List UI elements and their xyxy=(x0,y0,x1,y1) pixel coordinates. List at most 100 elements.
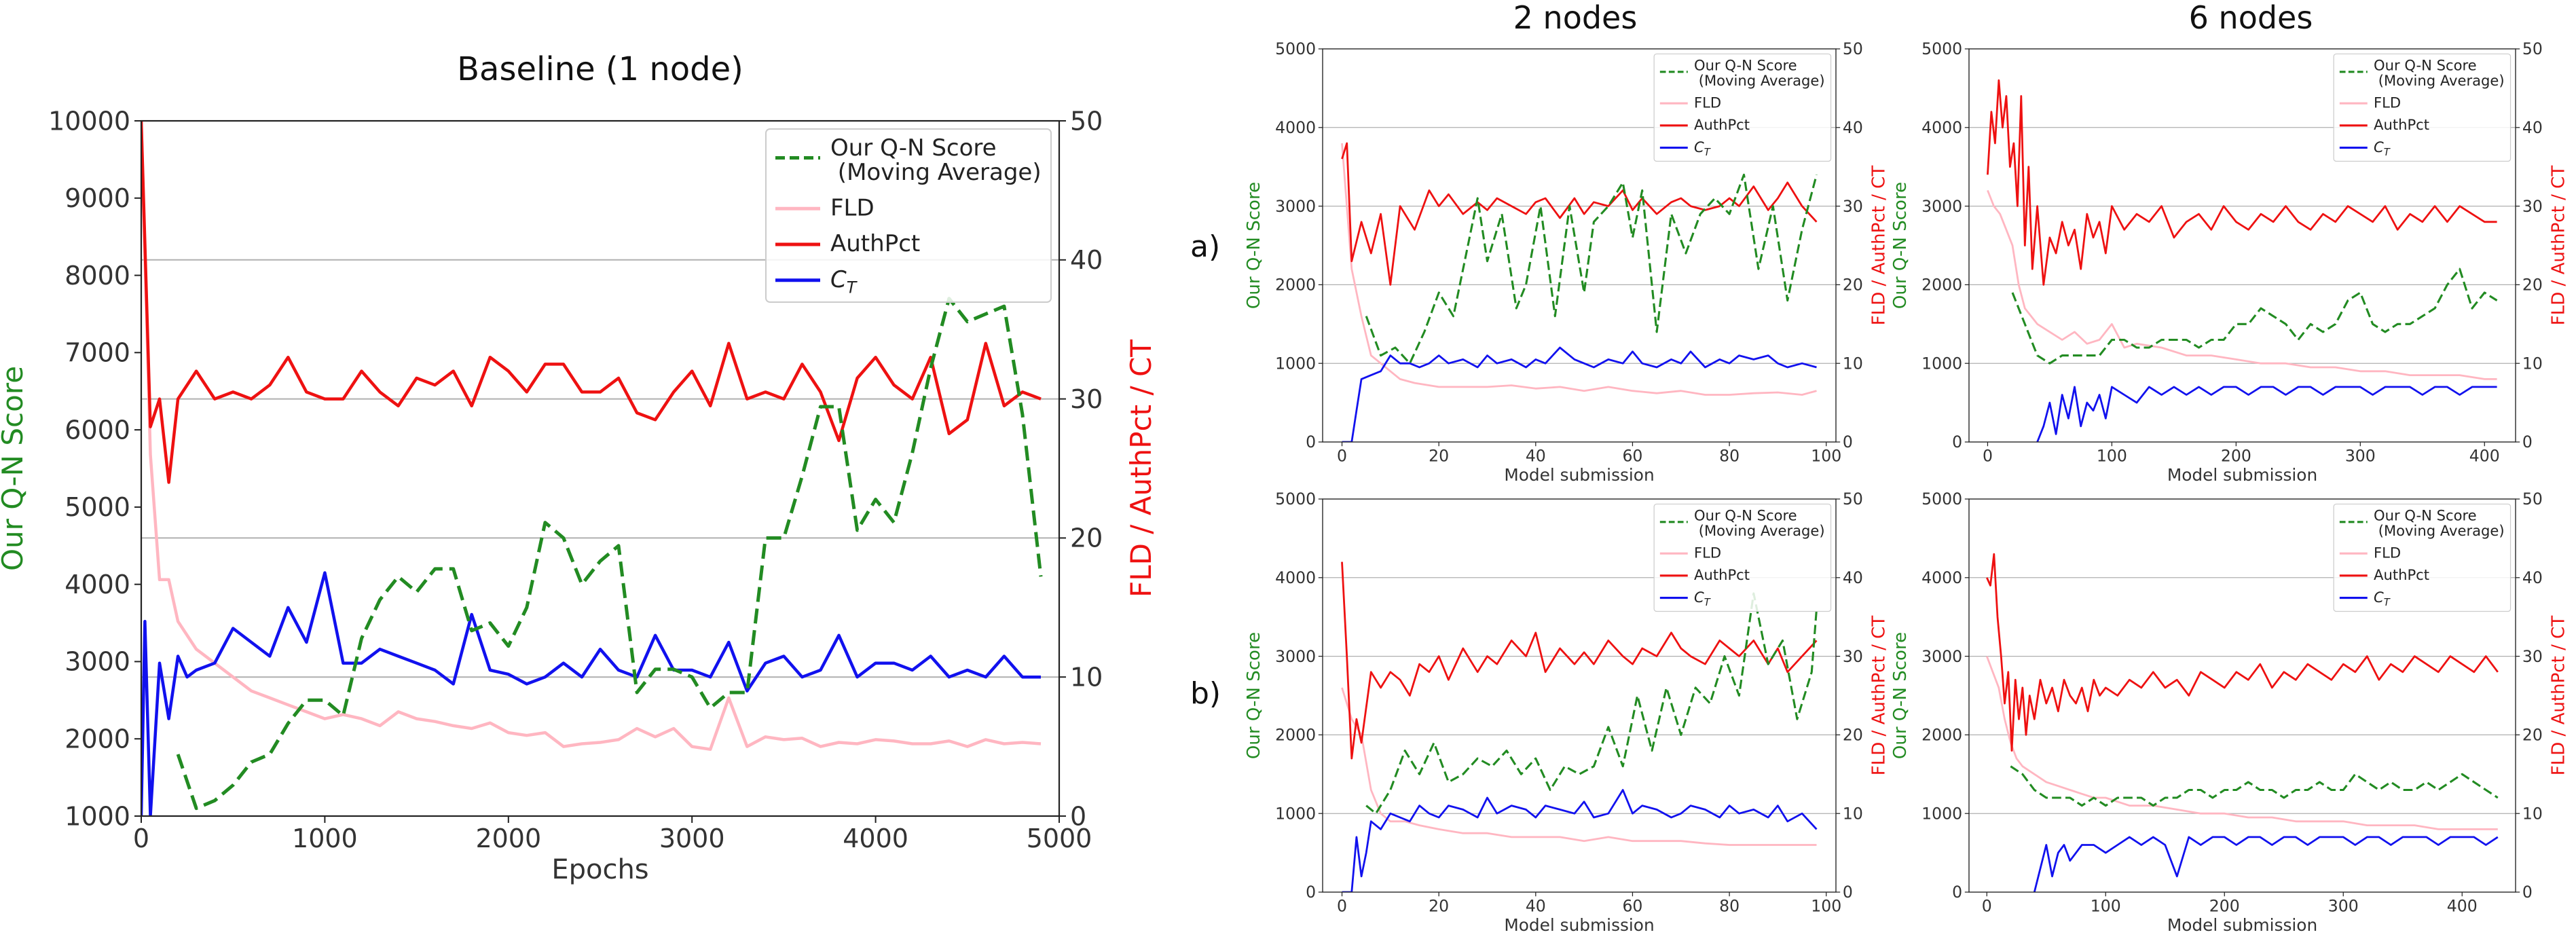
x-tick-label: 4000 xyxy=(843,824,908,853)
y2-axis-label: FLD / AuthPct / CT xyxy=(1869,616,1889,776)
x-tick-label: 0 xyxy=(1337,897,1347,916)
y2-tick-label: 50 xyxy=(1843,490,1863,509)
legend-box xyxy=(1653,53,1832,162)
x-tick-label: 100 xyxy=(1811,447,1841,466)
x-tick-label: 400 xyxy=(2469,447,2500,466)
series-group xyxy=(1341,561,1818,892)
x-tick-label: 5000 xyxy=(1027,824,1092,853)
y2-tick-label: 30 xyxy=(2522,197,2543,216)
legend-box xyxy=(2333,53,2511,162)
y2-tick-label: 0 xyxy=(1843,432,1853,451)
y2-tick-label: 10 xyxy=(1843,354,1863,373)
series-line-our-q-n-score-moving-average xyxy=(1365,592,1818,815)
legend-label-0: Our Q-N Score (Moving Average) xyxy=(830,134,1042,186)
legend-label-1: FLD xyxy=(2374,94,2401,111)
y-tick-label: 1000 xyxy=(1921,804,1962,823)
y2-tick-label: 20 xyxy=(2522,726,2543,745)
y2-tick-label: 40 xyxy=(1070,245,1103,275)
series-line-fld xyxy=(141,121,1042,751)
legend-label-2: AuthPct xyxy=(2374,566,2429,583)
plot-frame xyxy=(1968,48,2516,443)
y2-tick-label: 0 xyxy=(2522,883,2533,902)
y2-tick-label: 50 xyxy=(2522,490,2543,509)
y2-tick-label: 10 xyxy=(2522,804,2543,823)
legend-label-0: Our Q-N Score (Moving Average) xyxy=(2374,57,2505,89)
series-line-our-q-n-score-moving-average xyxy=(176,297,1043,811)
legend-label-0: Our Q-N Score (Moving Average) xyxy=(2374,507,2505,539)
x-axis-label: Epochs xyxy=(551,854,648,885)
x-axis-label: Model submission xyxy=(1504,465,1654,485)
chart-b-6nodes: 0 100 200 300 400010002000300040005000010203… xyxy=(1890,490,2569,935)
plot-frame xyxy=(140,119,1061,817)
series-line-authpct xyxy=(1341,142,1818,286)
series-line-authpct xyxy=(141,121,1042,484)
plot-frame xyxy=(1322,48,1837,443)
y2-tick-label: 20 xyxy=(1843,726,1863,745)
y2-tick-label: 0 xyxy=(1843,883,1853,902)
y-tick-label: 4000 xyxy=(1275,118,1316,137)
y2-axis-label: FLD / AuthPct / CT xyxy=(2548,166,2569,326)
y2-tick-label: 0 xyxy=(2522,432,2533,451)
y2-tick-label: 50 xyxy=(1070,106,1103,136)
y-tick-label: 5000 xyxy=(1921,39,1962,58)
y2-axis-label: FLD / AuthPct / CT xyxy=(1124,339,1158,597)
series-line-fld xyxy=(1985,656,2498,830)
series-line-ct xyxy=(2036,386,2497,442)
y2-axis-label: FLD / AuthPct / CT xyxy=(2548,616,2569,776)
series-line-ct xyxy=(1342,789,1818,892)
chart-b-2nodes: 0 20 40 60 80 1000100020003000400050000102030… xyxy=(1244,490,1889,935)
x-tick-label: 40 xyxy=(1526,897,1546,916)
legend: Our Q-N Score (Moving Average) FLD AuthPct… xyxy=(2333,53,2511,162)
y-tick-label: 1000 xyxy=(1921,354,1962,373)
y-tick-label: 0 xyxy=(1952,432,1962,451)
y-tick-label: 5000 xyxy=(1275,490,1316,509)
x-axis-label: Model submission xyxy=(2167,465,2317,485)
y2-tick-label: 40 xyxy=(1843,568,1863,587)
x-axis-label: Model submission xyxy=(2167,915,2317,935)
legend-label-3: CT xyxy=(1694,139,1711,158)
legend-label-0: Our Q-N Score (Moving Average) xyxy=(1694,507,1825,539)
series-line-our-q-n-score-moving-average xyxy=(2010,765,2499,807)
series-line-our-q-n-score-moving-average xyxy=(1365,173,1818,365)
series-line-fld xyxy=(1987,189,2497,380)
y2-tick-label: 30 xyxy=(2522,647,2543,666)
y2-tick-label: 10 xyxy=(1843,804,1863,823)
y2-tick-label: 40 xyxy=(2522,568,2543,587)
y-tick-label: 1000 xyxy=(1275,354,1316,373)
legend-label-1: FLD xyxy=(1694,544,1721,561)
y-tick-label: 10000 xyxy=(48,106,130,136)
legend-label-3: CT xyxy=(2374,139,2391,158)
series-group xyxy=(1985,553,2499,892)
y2-tick-label: 10 xyxy=(2522,354,2543,373)
y2-tick-label: 30 xyxy=(1843,197,1863,216)
x-tick-label: 300 xyxy=(2345,447,2376,466)
y2-tick-label: 50 xyxy=(1843,39,1863,58)
legend: Our Q-N Score (Moving Average) FLD AuthPct… xyxy=(1653,503,1832,612)
y-axis-label: Our Q-N Score xyxy=(1890,632,1911,759)
x-tick-label: 20 xyxy=(1429,447,1449,466)
y2-tick-label: 10 xyxy=(1070,663,1103,693)
chart-baseline: 0 1000 2000 3000 4000 50001000200030004000500… xyxy=(0,50,1158,885)
y-tick-label: 2000 xyxy=(1275,276,1316,295)
y2-tick-label: 20 xyxy=(1843,276,1863,295)
row-label-b: b) xyxy=(1190,676,1221,711)
y-tick-label: 0 xyxy=(1306,883,1316,902)
x-tick-label: 100 xyxy=(1811,897,1841,916)
y-tick-label: 4000 xyxy=(1921,118,1962,137)
legend: Our Q-N Score (Moving Average) FLD AuthPct… xyxy=(765,128,1052,303)
x-tick-label: 20 xyxy=(1429,897,1449,916)
legend-label-1: FLD xyxy=(1694,94,1721,111)
chart-title: Baseline (1 node) xyxy=(457,50,743,88)
series-line-authpct xyxy=(1986,553,2499,752)
x-tick-label: 0 xyxy=(1983,447,1993,466)
y-tick-label: 5000 xyxy=(1921,490,1962,509)
x-tick-label: 0 xyxy=(133,824,149,853)
legend-label-3: CT xyxy=(2374,589,2391,608)
y-tick-label: 3000 xyxy=(1921,197,1962,216)
y-tick-label: 4000 xyxy=(65,570,130,599)
series-line-authpct xyxy=(1987,79,2497,286)
y2-tick-label: 30 xyxy=(1070,384,1103,414)
y-axis-label: Our Q-N Score xyxy=(1244,632,1264,759)
